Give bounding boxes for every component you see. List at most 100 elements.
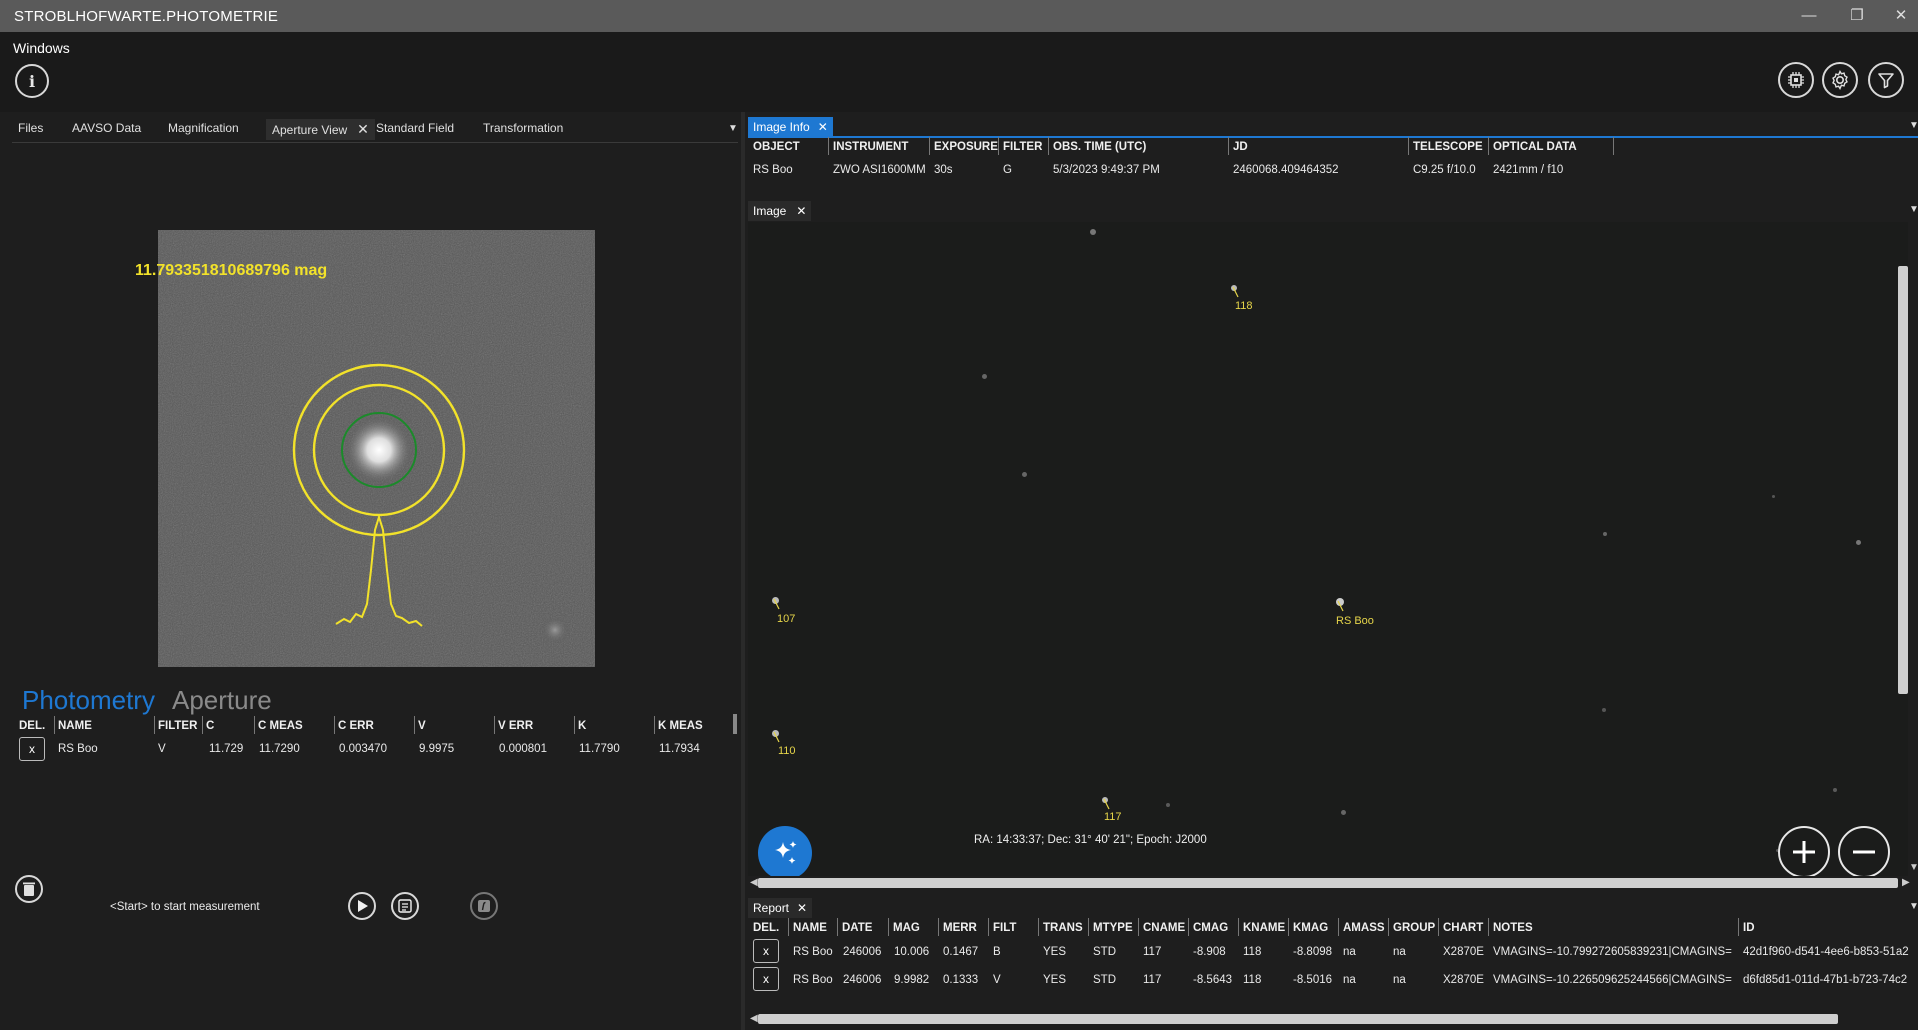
sky-image[interactable]: 118 107 RS Boo 110 117 RA: 14:33:37; Dec… — [748, 222, 1908, 876]
tab-image[interactable]: Image ✕ — [748, 201, 812, 221]
zoom-out-button[interactable] — [1838, 826, 1890, 876]
vertical-scrollbar[interactable] — [1898, 266, 1908, 694]
settings-button[interactable] — [1822, 62, 1858, 98]
divider — [12, 142, 738, 143]
report-horizontal-scrollbar[interactable] — [758, 1014, 1838, 1024]
nav-photometry[interactable]: Photometry — [22, 685, 155, 715]
windows-menu[interactable]: Windows — [13, 40, 70, 56]
divider — [1408, 137, 1409, 155]
tab-overflow-icon[interactable]: ▼ — [1909, 204, 1918, 215]
cell-cmag: -8.908 — [1193, 946, 1226, 958]
scroll-right-icon[interactable]: ▶ — [1902, 877, 1910, 888]
sparkle-icon — [775, 841, 797, 864]
restore-button[interactable]: ❐ — [1850, 7, 1864, 24]
delete-row-button[interactable]: x — [19, 737, 45, 761]
cell-notes: VMAGINS=-10.226509625244566|CMAGINS= — [1493, 974, 1732, 986]
splitter[interactable] — [741, 112, 745, 1030]
star — [1833, 788, 1837, 792]
divider — [254, 716, 255, 734]
star — [1856, 540, 1861, 545]
divider — [1088, 918, 1089, 936]
horizontal-scrollbar[interactable] — [758, 878, 1898, 888]
divider — [1288, 918, 1289, 936]
cell-notes: VMAGINS=-10.799272605839231|CMAGINS= — [1493, 946, 1732, 958]
close-tab-icon[interactable]: ✕ — [797, 901, 808, 915]
filter-button[interactable] — [1868, 62, 1904, 98]
close-window-button[interactable]: ✕ — [1894, 7, 1908, 24]
log-button[interactable] — [391, 892, 419, 920]
table-scrollbar[interactable] — [733, 714, 737, 734]
close-tab-icon[interactable]: ✕ — [357, 121, 369, 137]
tab-magnification[interactable]: Magnification — [168, 121, 239, 135]
tab-aperture-view-label: Aperture View — [272, 123, 348, 137]
star-110[interactable] — [772, 730, 779, 737]
col-instrument: INSTRUMENT — [833, 141, 909, 153]
nav-aperture[interactable]: Aperture — [172, 685, 272, 715]
close-tab-icon[interactable]: ✕ — [796, 204, 807, 218]
plus-icon — [1793, 841, 1815, 863]
tab-overflow-icon[interactable]: ▼ — [1909, 901, 1918, 912]
col-optical-data: OPTICAL DATA — [1493, 141, 1577, 153]
cell-chart: X2870E — [1443, 974, 1484, 986]
scroll-down-icon[interactable]: ▼ — [1909, 862, 1918, 873]
col-trans: TRANS — [1043, 922, 1083, 934]
col-group: GROUP — [1393, 922, 1436, 934]
clear-button[interactable] — [15, 875, 43, 903]
zoom-in-button[interactable] — [1778, 826, 1830, 876]
filter-icon — [1878, 73, 1894, 89]
tab-report[interactable]: Report ✕ — [748, 898, 813, 918]
delete-row-button[interactable]: x — [753, 939, 779, 963]
star-rs-boo[interactable] — [1336, 598, 1344, 606]
star — [1776, 849, 1779, 852]
star-label-117: 117 — [1104, 811, 1122, 823]
info-button[interactable]: i — [15, 64, 49, 98]
tab-overflow-icon[interactable]: ▼ — [1909, 120, 1918, 131]
tab-aavso-data[interactable]: AAVSO Data — [72, 121, 142, 135]
col-cmag: CMAG — [1193, 922, 1229, 934]
scroll-left-icon[interactable]: ◀ — [750, 877, 758, 888]
star — [982, 374, 987, 379]
tab-transformation[interactable]: Transformation — [483, 121, 564, 135]
divider — [202, 716, 203, 734]
col-v-err: V ERR — [498, 720, 534, 732]
col-k: K — [578, 720, 587, 732]
tab-overflow-icon[interactable]: ▼ — [728, 123, 738, 134]
start-button[interactable] — [348, 892, 376, 920]
cell-v-err: 0.000801 — [499, 743, 547, 755]
col-name: NAME — [793, 922, 827, 934]
divider — [998, 137, 999, 155]
divider — [1038, 918, 1039, 936]
auto-detect-button[interactable] — [758, 826, 812, 876]
delete-row-button[interactable]: x — [753, 967, 779, 991]
star — [1022, 472, 1027, 477]
divider — [1338, 918, 1339, 936]
col-v: V — [418, 720, 426, 732]
cell-kmag: -8.5016 — [1293, 974, 1333, 986]
chip-icon — [1788, 72, 1804, 88]
tab-image-info[interactable]: Image Info ✕ — [748, 117, 833, 137]
star-107[interactable] — [772, 597, 779, 604]
tab-files[interactable]: Files — [18, 121, 44, 135]
aperture-image — [158, 230, 595, 667]
scroll-left-icon[interactable]: ◀ — [750, 1013, 758, 1024]
tab-image-info-label: Image Info — [753, 120, 810, 134]
close-tab-icon[interactable]: ✕ — [817, 120, 828, 134]
divider — [654, 716, 655, 734]
cell-date: 246006 — [843, 946, 882, 958]
cell-kname: 118 — [1243, 974, 1262, 986]
cell-merr: 0.1333 — [943, 974, 979, 986]
gear-icon — [1832, 69, 1848, 91]
minimize-button[interactable]: — — [1801, 7, 1817, 24]
cell-group: na — [1393, 946, 1406, 958]
col-id: ID — [1743, 922, 1755, 934]
chip-button[interactable] — [1778, 62, 1814, 98]
tab-aperture-view[interactable]: Aperture View ✕ — [266, 119, 375, 140]
divider — [494, 716, 495, 734]
col-merr: MERR — [943, 922, 977, 934]
script-button[interactable] — [470, 892, 498, 920]
cell-name: RS Boo — [793, 946, 833, 958]
star — [1090, 229, 1096, 235]
minus-icon — [1853, 850, 1875, 854]
tab-standard-field[interactable]: Standard Field — [376, 121, 455, 135]
cell-merr: 0.1467 — [943, 946, 979, 958]
